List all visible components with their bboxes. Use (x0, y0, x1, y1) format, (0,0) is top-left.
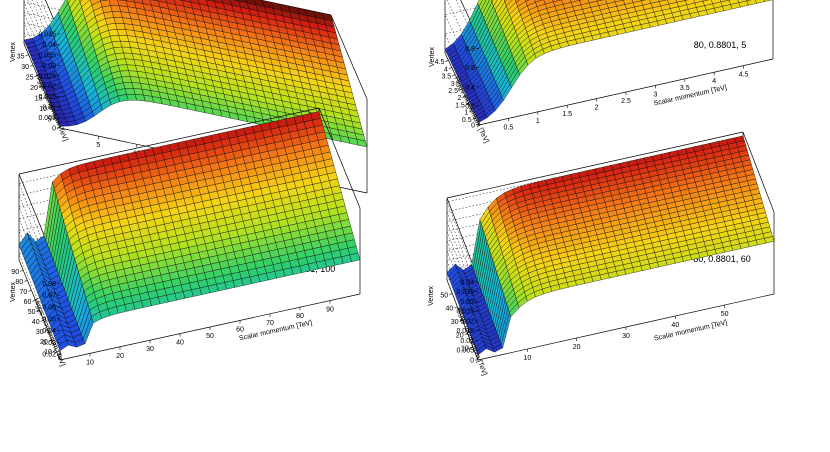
x-tick-label: 3.5 (680, 85, 690, 92)
surface-plot-4: Higgs-scalar vertex80, 0.8801, 60Vertex0… (428, 132, 774, 377)
y-tick-label: 40 (32, 319, 40, 326)
z-tick-label: 0.04 (460, 279, 474, 286)
y-tick-label: 20 (456, 332, 464, 339)
y-tick-label: 20 (40, 339, 48, 346)
z-tick-label: 0.4 (465, 84, 475, 91)
y-tick-mark (24, 280, 27, 282)
y-tick-label: 25 (26, 75, 34, 82)
y-tick-label: 30 (451, 319, 459, 326)
y-tick-mark (449, 67, 452, 69)
y-tick-label: 15 (35, 96, 43, 103)
y-tick-mark (28, 290, 31, 292)
z-tick-label: 0.03 (460, 299, 474, 306)
surface-patch (118, 94, 128, 101)
x-tick-label: 5 (96, 142, 100, 149)
y-tick-label: 20 (30, 85, 38, 92)
surface-plot-3: Higgs-scalar vertex80, 0.8801, 100Vertex… (10, 108, 360, 367)
z-tick-label: 0.03 (42, 63, 56, 70)
y-tick-label: 4 (444, 66, 448, 73)
y-tick-label: 2.5 (448, 88, 458, 95)
y-tick-label: 40 (446, 306, 454, 313)
y-tick-label: 10 (39, 106, 47, 113)
y-tick-label: 30 (21, 64, 29, 71)
x-tick-label: 20 (573, 344, 581, 351)
x-tick-label: 0.5 (504, 124, 514, 131)
x-tick-label: 60 (236, 326, 244, 333)
y-tick-label: 3.5 (441, 74, 451, 81)
z-tick-label: 0 (470, 358, 474, 365)
x-tick-label: 2 (595, 105, 599, 112)
y-tick-label: 5 (48, 117, 52, 124)
y-tick-label: 90 (11, 269, 19, 276)
y-tick-label: 50 (28, 309, 36, 316)
x-axis-label: Scalar momentum [TeV] (238, 320, 313, 343)
z-tick-label: 0.6 (465, 65, 475, 72)
x-tick-label: 4.5 (739, 72, 749, 79)
x-tick-label: 3 (653, 91, 657, 98)
plot-parameters: 80, 0.8801, 5 (694, 40, 747, 50)
surface-patch (357, 139, 367, 147)
x-tick-label: 2.5 (621, 98, 631, 105)
x-tick-label: 50 (721, 311, 729, 318)
y-tick-label: 60 (24, 299, 32, 306)
y-tick-label: 4.5 (435, 59, 445, 66)
y-tick-label: 30 (36, 329, 44, 336)
y-tick-label: 1.5 (455, 102, 465, 109)
z-tick-label: 0.035 (456, 289, 474, 296)
z-tick-label: 0.08 (42, 281, 56, 288)
x-axis-label: Scalar momentum [TeV] (654, 319, 728, 342)
y-tick-mark (445, 60, 448, 62)
x-tick-label: 70 (266, 320, 274, 327)
y-tick-mark (20, 270, 23, 272)
x-tick-label: 90 (326, 307, 334, 314)
x-tick-label: 30 (146, 346, 154, 353)
x-tick-label: 80 (296, 313, 304, 320)
x-tick-label: 1.5 (562, 111, 572, 118)
y-tick-label: 70 (20, 289, 28, 296)
surface-patch (763, 0, 773, 2)
surface-patch (747, 0, 757, 5)
y-tick-label: 0.5 (462, 117, 472, 124)
z-tick-label: 0.04 (42, 42, 56, 49)
y-tick-label: 10 (44, 349, 52, 356)
x-tick-label: 10 (523, 355, 531, 362)
x-tick-label: 4 (712, 78, 716, 85)
surface-plot-2: Higgs-scalar vertex80, 0.8801, 5Vertex00… (429, 0, 773, 144)
z-tick-label: 0.8 (465, 46, 475, 53)
x-tick-label: 20 (116, 353, 124, 360)
x-tick-label: 40 (176, 340, 184, 347)
x-tick-label: 40 (671, 322, 679, 329)
x-tick-label: 30 (622, 333, 630, 340)
y-tick-label: 10 (461, 346, 469, 353)
y-tick-mark (26, 55, 29, 57)
y-tick-mark (452, 75, 455, 77)
y-tick-label: 80 (15, 279, 23, 286)
x-tick-label: 10 (86, 359, 94, 366)
y-tick-label: 35 (17, 54, 25, 61)
surface-patch (755, 0, 765, 3)
z-tick-label: 0.035 (38, 52, 56, 59)
y-tick-mark (30, 65, 33, 67)
x-tick-label: 1 (536, 118, 540, 125)
z-axis-label: Vertex (428, 286, 435, 306)
x-axis-label: Scalar momentum [TeV] (653, 84, 727, 107)
x-tick-label: 50 (206, 333, 214, 340)
z-tick-label: 0.045 (38, 32, 56, 39)
y-tick-label: 50 (440, 292, 448, 299)
z-tick-label: 0.07 (42, 293, 56, 300)
y-tick-mark (449, 293, 452, 295)
